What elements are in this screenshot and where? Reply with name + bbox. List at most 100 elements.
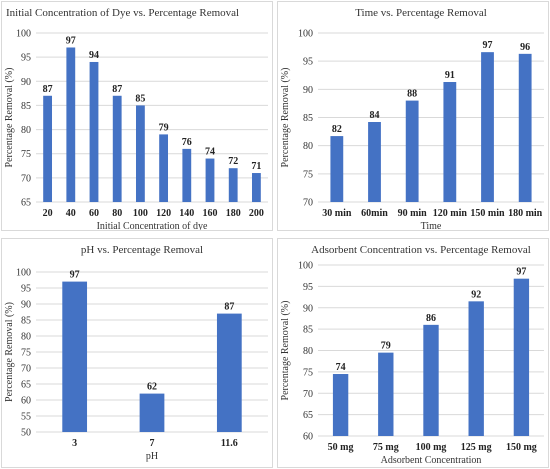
y-tick-label: 65 [303, 410, 313, 421]
y-tick-label: 80 [303, 141, 313, 152]
y-tick-label: 95 [303, 57, 313, 68]
data-label: 74 [205, 147, 215, 158]
bar [251, 173, 261, 202]
y-tick-label: 70 [21, 173, 31, 184]
y-tick-label: 85 [303, 113, 313, 124]
x-tick-label: 180 [226, 208, 241, 219]
bar [332, 374, 349, 436]
y-tick-label: 75 [303, 367, 313, 378]
bar [330, 136, 344, 202]
bar [135, 105, 145, 202]
chart-panel-dye-concentration: Initial Concentration of Dye vs. Percent… [1, 1, 273, 231]
x-axis-label: pH [146, 451, 158, 462]
y-tick-label: 90 [303, 85, 313, 96]
x-tick-label: 120 [156, 208, 171, 219]
bar [89, 61, 99, 202]
chart-svg: pH vs. Percentage Removal 50 55 60 65 70 75 80 8… [4, 244, 268, 462]
data-label: 97 [516, 267, 526, 278]
y-tick-label: 50 [21, 428, 31, 439]
chart-title: Time vs. Percentage Removal [355, 7, 487, 19]
data-label: 84 [370, 110, 380, 121]
x-tick-label: 100 mg [416, 442, 447, 453]
data-label: 82 [332, 124, 342, 135]
bar [182, 148, 192, 202]
y-axis-label: Percentage Removal (%) [4, 302, 15, 402]
y-axis-label: Percentage Removal (%) [4, 68, 15, 168]
x-axis-label: Adsorbent Concentration [381, 455, 482, 466]
y-tick-label: 100 [16, 29, 31, 40]
data-label: 96 [520, 42, 530, 53]
y-tick-label: 70 [303, 198, 313, 209]
bar [405, 100, 419, 202]
x-tick-label: 100 [133, 208, 148, 219]
bar [423, 324, 439, 436]
bar [62, 281, 88, 432]
x-tick-label: 80 [112, 208, 122, 219]
chart-panel-ph: pH vs. Percentage Removal 50 55 60 65 70 75 80 8… [1, 238, 273, 468]
data-label: 87 [43, 84, 53, 95]
y-tick-label: 70 [303, 389, 313, 400]
y-tick-label: 95 [303, 282, 313, 293]
chart-title: pH vs. Percentage Removal [81, 244, 203, 256]
data-label: 85 [135, 93, 145, 104]
x-tick-label: 125 mg [461, 442, 492, 453]
bar [112, 95, 122, 202]
data-label: 79 [381, 341, 391, 352]
x-tick-label: 140 [179, 208, 194, 219]
x-tick-label: 150 mg [506, 442, 537, 453]
y-tick-label: 90 [21, 77, 31, 88]
bar [43, 95, 53, 202]
bar [139, 393, 165, 432]
data-label: 92 [471, 289, 481, 300]
y-tick-label: 60 [21, 396, 31, 407]
x-tick-label: 180 min [508, 208, 543, 219]
bar [205, 158, 215, 202]
y-tick-label: 70 [21, 364, 31, 375]
data-label: 87 [224, 302, 234, 313]
bar [66, 47, 76, 202]
bar [518, 53, 532, 202]
bar [468, 301, 484, 436]
data-label: 62 [147, 382, 157, 393]
x-axis-label: Time [421, 221, 442, 230]
x-tick-label: 160 [203, 208, 218, 219]
x-tick-label: 90 min [398, 208, 428, 219]
bar [481, 52, 494, 202]
y-tick-label: 75 [303, 169, 313, 180]
y-tick-label: 75 [21, 348, 31, 359]
bar [378, 352, 394, 436]
bar [513, 278, 530, 436]
x-tick-label: 50 mg [328, 442, 354, 453]
y-tick-label: 100 [298, 261, 313, 272]
data-label: 72 [228, 156, 238, 167]
y-tick-label: 100 [16, 268, 31, 279]
bar [216, 313, 242, 432]
data-label: 79 [159, 122, 169, 133]
x-tick-label: 120 min [433, 208, 468, 219]
chart-panel-time: Time vs. Percentage Removal 70 75 80 85 90 95 1… [277, 1, 549, 231]
y-tick-label: 60 [303, 432, 313, 443]
y-tick-label: 80 [21, 332, 31, 343]
y-tick-label: 80 [21, 125, 31, 136]
chart-svg: Adsorbent Concentration vs. Percentage R… [280, 244, 544, 466]
y-tick-label: 85 [303, 325, 313, 336]
x-tick-label: 150 min [470, 208, 505, 219]
x-tick-label: 3 [72, 438, 77, 449]
bar [443, 82, 457, 202]
y-tick-label: 90 [21, 300, 31, 311]
x-tick-label: 20 [43, 208, 53, 219]
data-label: 97 [66, 35, 76, 46]
x-tick-label: 30 min [322, 208, 352, 219]
y-tick-label: 90 [303, 303, 313, 314]
data-label: 97 [483, 40, 493, 51]
bar [159, 134, 169, 202]
x-tick-label: 200 [249, 208, 264, 219]
chart-svg: Initial Concentration of Dye vs. Percent… [4, 7, 268, 230]
data-label: 97 [70, 270, 80, 281]
y-tick-label: 65 [21, 380, 31, 391]
bar [368, 122, 381, 202]
x-tick-label: 40 [66, 208, 76, 219]
y-tick-label: 55 [21, 412, 31, 423]
x-tick-label: 75 mg [373, 442, 399, 453]
x-tick-label: 60 [89, 208, 99, 219]
